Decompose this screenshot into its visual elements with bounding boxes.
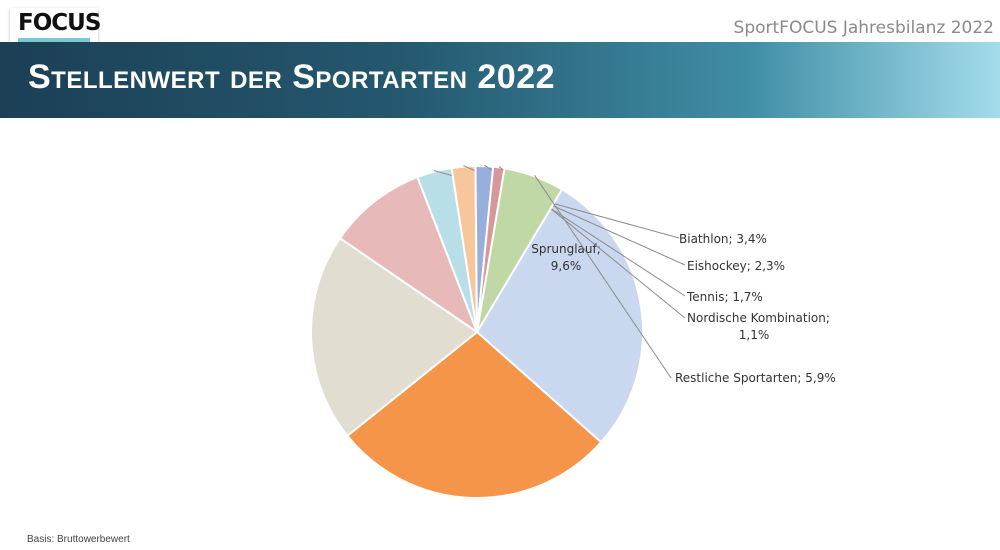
title-banner bbox=[0, 42, 1000, 118]
data-label-sprunglauf: Sprunglauf; 9,6% bbox=[531, 242, 601, 273]
data-label-nordische-kombination: Nordische Kombination; 1,1% bbox=[687, 311, 830, 342]
pie-slice-ski bbox=[346, 330, 603, 499]
leader-line-restliche-sportarten bbox=[534, 175, 672, 379]
data-label-tennis: Tennis; 1,7% bbox=[686, 290, 763, 304]
data-label-eishockey: Eishockey; 2,3% bbox=[687, 259, 785, 273]
pie-slice-sprunglauf bbox=[338, 175, 480, 335]
report-title: SportFOCUS Jahresbilanz 2022 bbox=[733, 18, 994, 38]
focus-logo: FOCUS bbox=[10, 8, 101, 48]
data-label-biathlon: Biathlon; 3,4% bbox=[679, 232, 767, 246]
pie-slice-fussball bbox=[475, 188, 644, 444]
logo-text: FOCUS bbox=[18, 10, 101, 36]
pie-slice-motorsport-f1 bbox=[310, 236, 479, 438]
data-label-restliche-sportarten: Restliche Sportarten; 5,9% bbox=[675, 371, 836, 385]
footnote: Basis: Bruttowerbewert bbox=[27, 534, 130, 545]
logo-underline bbox=[18, 38, 90, 44]
chart-title: Stellenwert der Sportarten 2022 bbox=[28, 58, 556, 96]
pie-slice-restliche-sportarten bbox=[476, 167, 564, 333]
